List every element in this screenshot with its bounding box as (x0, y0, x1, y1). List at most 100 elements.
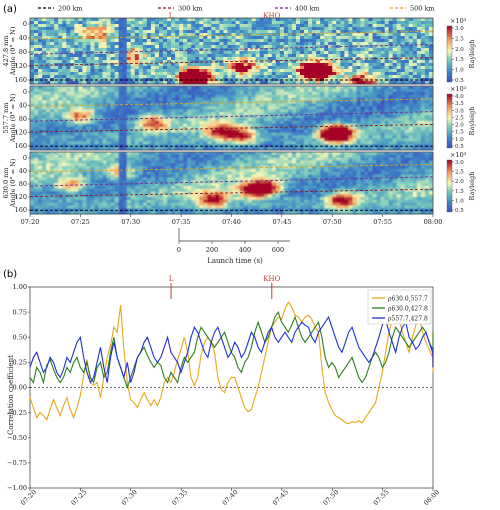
heatmap-y-tick: 160 (15, 206, 27, 214)
colorbar-tick: 2.0 (455, 179, 464, 185)
legend-label: 500 km (410, 5, 435, 13)
legend-entry: 300 km (158, 5, 203, 13)
heatmap-y-tick: 80 (19, 48, 27, 56)
correlation-y-tick: 0.25 (13, 359, 27, 367)
launch-time-axis: 0 200 400 600 (177, 228, 290, 254)
altitude-legend: 200 km 300 km 400 km 500 km (38, 5, 435, 13)
colorbar-label: Rayleigh (468, 40, 476, 69)
time-tick-b: 07:30 (120, 488, 139, 507)
correlation-y-tick: −0.50 (7, 434, 27, 442)
time-tick-a: 08:00 (424, 218, 443, 226)
heatmap-y-tick: 0 (23, 154, 27, 162)
altitude-line (29, 98, 434, 107)
series-line (29, 300, 434, 425)
time-tick-a: 07:25 (71, 218, 90, 226)
heatmap-y-tick: 120 (15, 129, 27, 137)
heatmap-ylabel: Angle (0° = N) (9, 158, 17, 208)
colorbars: ×10³0.51.01.52.02.53.0Rayleigh×10³0.51.0… (446, 17, 476, 214)
heatmap-panel: 0 40 80 120 160 557.7 nm Angle (0° = N) (2, 85, 434, 151)
heatmap-y-tick: 80 (19, 115, 27, 123)
colorbar-tick: 3.5 (455, 101, 464, 107)
altitude-line (29, 188, 434, 198)
time-tick-a: 07:30 (121, 218, 140, 226)
colorbar-tick: 2.0 (455, 123, 464, 129)
heatmap-ylabel: Angle (0° = N) (9, 93, 17, 143)
legend-label: ρ630.0,427.8 (388, 306, 428, 313)
heatmap-y-tick: 40 (19, 34, 27, 42)
heatmap-y-tick: 0 (23, 20, 27, 28)
time-tick-b: 07:35 (170, 488, 189, 507)
colorbar-tick: 1.5 (455, 130, 464, 136)
correlation-ylabel: Correlation coefficient (7, 355, 15, 435)
launch-axis-label: Launch time (s) (207, 257, 263, 265)
colorbar-label: Rayleigh (468, 107, 476, 136)
colorbar-tick: 0.5 (455, 208, 464, 214)
correlation-y-tick: 0.00 (13, 384, 27, 392)
launch-tick: 600 (272, 246, 284, 254)
legend-entry: 500 km (390, 5, 435, 13)
colorbar: ×10³ 0.5 1.0 1.5 2.0 2.5 3.0 Rayleigh (446, 17, 476, 84)
heatmap-y-tick: 120 (15, 193, 27, 201)
colorbar-label: Rayleigh (468, 172, 476, 201)
legend-label: ρ557.7,427.8 (388, 316, 428, 323)
launch-tick: 400 (239, 246, 251, 254)
heatmap-y-tick: 160 (15, 142, 27, 150)
heatmap-y-tick: 0 (23, 88, 27, 96)
time-tick-a: 07:20 (21, 218, 40, 226)
colorbar-tick: 3.0 (455, 160, 464, 166)
colorbar-exponent: ×10³ (450, 17, 467, 25)
correlation-y-tick: 0.50 (13, 333, 27, 341)
heatmap-ylabel: 557.7 nm (2, 102, 10, 133)
colorbar-tick: 2.5 (455, 170, 464, 176)
colorbar-tick: 1.0 (455, 68, 464, 74)
colorbar: ×10³ 0.5 1.0 1.5 2.0 2.5 3.0 Rayleigh (446, 151, 476, 214)
colorbar-exponent: ×10³ (450, 85, 467, 93)
correlation-y-tick: −0.25 (7, 409, 27, 417)
marker-label: KHO (263, 12, 280, 20)
colorbar-tick: 3.0 (455, 26, 464, 32)
colorbar-exponent: ×10³ (450, 151, 467, 159)
legend-label: ρ630.0,557.7 (388, 296, 428, 303)
legend-entry: 200 km (38, 5, 83, 13)
legend-label: 200 km (58, 5, 83, 13)
altitude-line (29, 43, 434, 55)
time-axis-a: 07:20 07:25 07:30 07:35 07:40 07:45 07:50 07:55… (21, 214, 443, 226)
time-tick-b: 08:00 (422, 488, 441, 507)
panel-label-b: (b) (3, 269, 17, 280)
launch-tick: 0 (177, 246, 181, 254)
marker-label: L (169, 12, 174, 20)
time-tick-b: 07:40 (221, 488, 240, 507)
altitude-line (29, 111, 434, 122)
colorbar-tick: 2.5 (455, 36, 464, 42)
time-tick-b: 07:45 (271, 488, 290, 507)
marker-label: L (169, 275, 174, 283)
heatmap-y-tick: 80 (19, 180, 27, 188)
time-tick-a: 07:40 (222, 218, 241, 226)
correlation-plot: −1.00 −0.75 −0.50 −0.25 0.00 0.25 0.50 0.75 1.00… (7, 275, 441, 507)
time-tick-b: 07:25 (70, 488, 89, 507)
heatmap-ylabel: Angle (0° = N) (9, 26, 17, 76)
altitude-line (29, 163, 434, 173)
series-line (29, 310, 434, 390)
colorbar-tick: 1.0 (455, 137, 464, 143)
legend-entry: 400 km (275, 5, 320, 13)
heatmap-panel: 0 40 80 120 160 630.0 nm Angle (0° = N) (2, 151, 434, 215)
altitude-line (29, 30, 434, 40)
correlation-y-tick: 0.75 (13, 308, 27, 316)
colorbar-tick: 0.5 (455, 78, 464, 84)
time-tick-a: 07:35 (172, 218, 191, 226)
heatmap-y-tick: 40 (19, 167, 27, 175)
series-line (29, 315, 434, 384)
panel-label-a: (a) (3, 4, 17, 15)
time-tick-b: 07:55 (372, 488, 391, 507)
heatmap-panel: 0 40 80 120 160 427.8 nm Angle (0° = N) (2, 17, 434, 85)
correlation-legend: ρ630.0,557.7 ρ630.0,427.8 ρ557.7,427.8 (367, 289, 432, 325)
legend-label: 300 km (178, 5, 203, 13)
colorbar-tick: 3.0 (455, 108, 464, 114)
heatmap-y-tick: 40 (19, 102, 27, 110)
altitude-line (29, 123, 434, 133)
colorbar-tick: 2.0 (455, 47, 464, 53)
heatmap-y-tick: 120 (15, 62, 27, 70)
